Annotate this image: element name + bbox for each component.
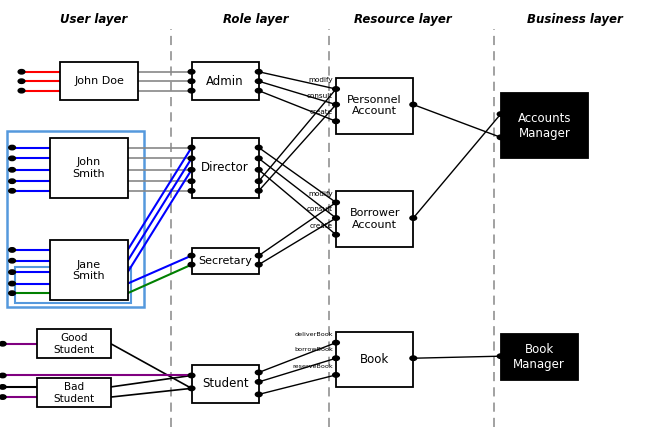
Circle shape — [497, 135, 504, 140]
Circle shape — [9, 146, 15, 150]
FancyBboxPatch shape — [192, 365, 259, 403]
Text: Business layer: Business layer — [527, 13, 622, 26]
Circle shape — [333, 356, 339, 360]
Circle shape — [188, 146, 195, 150]
Text: deliverBook: deliverBook — [294, 332, 333, 337]
Text: John Doe: John Doe — [74, 76, 124, 86]
Circle shape — [9, 156, 15, 161]
Text: Jane
Smith: Jane Smith — [73, 259, 106, 281]
Circle shape — [0, 395, 6, 399]
Text: consult: consult — [306, 93, 333, 99]
FancyBboxPatch shape — [336, 191, 413, 247]
Circle shape — [0, 373, 6, 378]
FancyBboxPatch shape — [336, 332, 413, 387]
Circle shape — [255, 168, 262, 172]
FancyBboxPatch shape — [50, 138, 128, 198]
Circle shape — [9, 259, 15, 263]
Circle shape — [0, 342, 6, 346]
Text: Personnel
Account: Personnel Account — [347, 95, 402, 117]
Circle shape — [9, 270, 15, 275]
Circle shape — [333, 119, 339, 124]
Circle shape — [333, 232, 339, 237]
Circle shape — [410, 356, 417, 360]
Circle shape — [18, 79, 25, 83]
Text: consult: consult — [306, 206, 333, 212]
Circle shape — [333, 200, 339, 205]
FancyBboxPatch shape — [501, 93, 588, 158]
Circle shape — [9, 179, 15, 183]
FancyBboxPatch shape — [192, 138, 259, 198]
Text: Resource layer: Resource layer — [354, 13, 452, 26]
Circle shape — [255, 189, 262, 193]
Circle shape — [255, 253, 262, 258]
Circle shape — [188, 263, 195, 267]
Circle shape — [255, 79, 262, 83]
Circle shape — [188, 373, 195, 378]
Text: Admin: Admin — [206, 75, 244, 88]
FancyBboxPatch shape — [192, 248, 259, 274]
Circle shape — [188, 79, 195, 83]
Circle shape — [255, 89, 262, 93]
Circle shape — [333, 87, 339, 91]
Circle shape — [255, 156, 262, 161]
Circle shape — [188, 386, 195, 391]
Circle shape — [410, 216, 417, 220]
Circle shape — [188, 69, 195, 74]
Circle shape — [255, 263, 262, 267]
Text: modify: modify — [308, 77, 333, 83]
Circle shape — [255, 392, 262, 396]
Text: Good
Student: Good Student — [53, 333, 95, 355]
Circle shape — [188, 253, 195, 258]
Text: reserveBook: reserveBook — [292, 364, 333, 369]
FancyBboxPatch shape — [501, 334, 578, 380]
FancyBboxPatch shape — [50, 240, 128, 300]
Circle shape — [9, 248, 15, 252]
Circle shape — [9, 189, 15, 193]
Circle shape — [188, 156, 195, 161]
Text: Book
Manager: Book Manager — [513, 343, 565, 371]
Circle shape — [0, 384, 6, 389]
Circle shape — [333, 216, 339, 220]
Circle shape — [9, 291, 15, 295]
Circle shape — [255, 380, 262, 384]
Circle shape — [255, 69, 262, 74]
Circle shape — [18, 69, 25, 74]
Circle shape — [188, 168, 195, 172]
Text: modify: modify — [308, 191, 333, 197]
Text: Bad
Student: Bad Student — [53, 382, 95, 404]
Text: Accounts
Manager: Accounts Manager — [517, 112, 571, 140]
Text: User layer: User layer — [60, 13, 128, 26]
Circle shape — [9, 281, 15, 286]
Circle shape — [9, 168, 15, 172]
FancyBboxPatch shape — [336, 78, 413, 134]
Text: Student: Student — [202, 377, 249, 390]
FancyBboxPatch shape — [60, 62, 138, 100]
Circle shape — [255, 146, 262, 150]
Circle shape — [333, 340, 339, 345]
Text: Role layer: Role layer — [222, 13, 288, 26]
Circle shape — [333, 102, 339, 107]
Text: Director: Director — [201, 162, 249, 174]
Circle shape — [188, 89, 195, 93]
Circle shape — [410, 102, 417, 107]
Circle shape — [255, 179, 262, 183]
Circle shape — [188, 179, 195, 183]
Circle shape — [255, 370, 262, 375]
Circle shape — [497, 354, 504, 358]
FancyBboxPatch shape — [37, 378, 111, 407]
Text: borrowBook: borrowBook — [294, 348, 333, 352]
FancyBboxPatch shape — [37, 329, 111, 358]
FancyBboxPatch shape — [192, 62, 259, 100]
Circle shape — [333, 373, 339, 377]
Text: create: create — [310, 223, 333, 229]
Text: create: create — [310, 109, 333, 115]
Text: Borrower
Account: Borrower Account — [349, 208, 400, 230]
Text: Secretary: Secretary — [198, 256, 252, 266]
Text: Book: Book — [360, 353, 389, 366]
Circle shape — [497, 112, 504, 116]
Text: John
Smith: John Smith — [73, 157, 106, 179]
Circle shape — [18, 89, 25, 93]
Circle shape — [188, 189, 195, 193]
